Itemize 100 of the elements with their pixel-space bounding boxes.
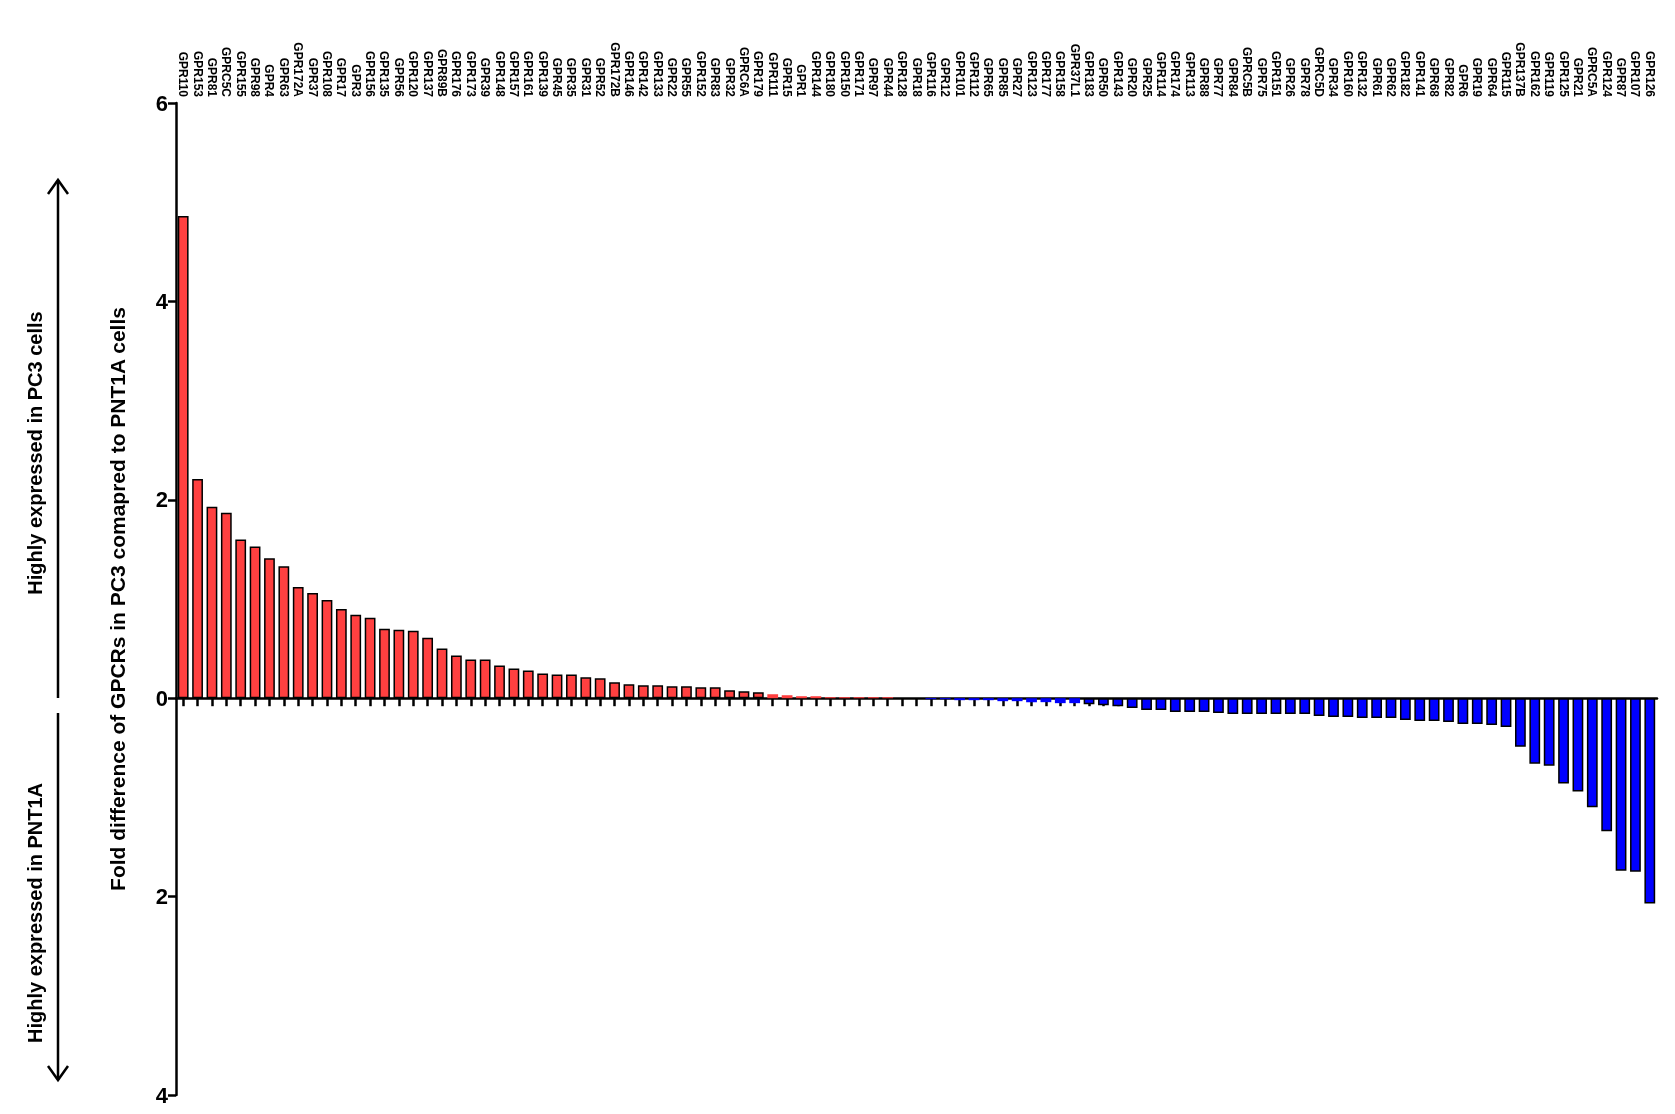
x-tick-label: GPR174: [1168, 50, 1183, 98]
x-tick-label: GPR155: [233, 50, 248, 98]
x-tick-label: GPR133: [650, 50, 665, 98]
bar: [1054, 698, 1066, 704]
x-tick-label: GPR111: [765, 52, 780, 98]
x-tick-label: GPR132: [1355, 50, 1370, 98]
x-tick-label: GPR3: [348, 64, 363, 98]
x-tick-label: GPR62: [1384, 57, 1398, 98]
x-tick-label: GPR6: [1455, 64, 1470, 98]
bar: [767, 694, 779, 699]
x-tick-label: GPR45: [550, 57, 565, 98]
x-tick-label: GPR153: [190, 50, 205, 98]
x-tick-label: GPR15: [780, 57, 795, 98]
x-tick-label: GPR22: [665, 57, 680, 98]
x-tick-label: GPR114: [1153, 51, 1168, 98]
x-tick-label: GPR4: [262, 64, 277, 98]
x-tick-label: GPR108: [319, 50, 334, 98]
x-tick-label: GPR82: [1441, 57, 1456, 98]
x-tick-label: GPR157: [506, 50, 521, 98]
x-tick-label: GPR75: [1254, 57, 1269, 98]
x-tick-label: GPR110: [176, 51, 191, 98]
x-tick-label: GPR137: [420, 50, 435, 98]
x-tick-label: GPR37: [305, 57, 320, 98]
x-tick-label: GPR148: [492, 50, 507, 98]
x-tick-label: GPR135: [377, 50, 392, 98]
x-tick-label: GPR126: [1642, 50, 1657, 98]
x-tick-label: GPR35: [564, 57, 579, 98]
x-tick-label: GPR183: [1082, 50, 1097, 98]
x-tick-label: GPR162: [1527, 50, 1542, 98]
x-tick-label: GPR32: [722, 57, 737, 98]
x-tick-label: GPR139: [535, 50, 550, 98]
x-tick-label: GPR172A: [291, 42, 306, 98]
text: Highly expressed in PC3 cells: [24, 311, 46, 595]
x-tick-label: GPRC5C: [219, 46, 234, 98]
x-tick-label: GPR87: [1614, 57, 1629, 98]
x-tick-label: GPR39: [478, 57, 493, 98]
x-tick-label: GPRC5D: [1312, 46, 1327, 98]
x-tick-label: GPR20: [1125, 57, 1140, 98]
bar: [1040, 698, 1052, 703]
x-tick-label: GPR107: [1628, 50, 1643, 98]
x-tick-label: GPR119: [1542, 51, 1557, 98]
bar: [1069, 698, 1081, 704]
y-tick-label: 0: [155, 685, 168, 711]
y-tick-label: 2: [155, 487, 168, 513]
x-tick-label: GPR78: [1297, 57, 1312, 98]
x-tick-label: GPRC6A: [736, 46, 751, 98]
x-tick-label: GPR52: [593, 57, 608, 98]
x-tick-label: GPR26: [1283, 57, 1298, 98]
x-tick-label: GPR116: [923, 51, 938, 98]
bar: [1011, 698, 1023, 702]
x-tick-label: GPR37L1: [1067, 43, 1082, 98]
x-tick-label: GPR88: [1197, 57, 1212, 98]
x-tick-label: GPR83: [708, 57, 723, 98]
x-tick-label: GPR161: [521, 50, 536, 98]
x-tick-label: GPR141: [1412, 50, 1427, 98]
x-tick-label: GPR172B: [607, 42, 622, 98]
x-tick-label: GPR50: [1096, 57, 1111, 98]
x-tick-label: GPR143: [1110, 50, 1125, 98]
x-tick-label: GPR85: [995, 57, 1010, 98]
x-tick-label: GPR179: [751, 50, 766, 98]
x-tick-label: GPRC5A: [1585, 46, 1600, 98]
x-tick-label: GPR150: [837, 50, 852, 98]
x-tick-label: GPR113: [1182, 51, 1197, 98]
y-tick-label: 6: [155, 90, 168, 116]
x-tick-label: GPR144: [808, 50, 823, 98]
x-tick-label: GPR31: [578, 57, 593, 98]
x-tick-label: GPR171: [851, 50, 866, 98]
x-tick-label: GPR63: [276, 57, 291, 98]
x-tick-label: GPR1: [794, 64, 809, 98]
x-tick-label: GPR151: [1268, 50, 1283, 98]
x-tick-label: GPR177: [1038, 50, 1053, 98]
x-tick-label: GPR77: [1211, 57, 1226, 98]
x-tick-label: GPR124: [1599, 50, 1614, 98]
x-tick-label: GPR27: [1010, 57, 1025, 98]
x-tick-label: GPR89B: [435, 48, 449, 98]
x-tick-label: GPR137B: [1513, 42, 1528, 98]
y-tick-label: 4: [155, 288, 169, 314]
x-tick-label: GPRC5B: [1240, 46, 1255, 98]
y-tick-label: 2: [155, 884, 168, 910]
x-tick-label: GPR115: [1499, 51, 1514, 98]
y-axis-title: Fold difference of GPCRs in PC3 comapred to PNT1A cells: [106, 307, 129, 891]
x-tick-label: GPR125: [1556, 50, 1571, 98]
x-tick-label: GPR64: [1484, 57, 1499, 98]
x-tick-label: GPR176: [449, 50, 464, 98]
x-tick-label: GPR44: [880, 57, 895, 98]
bar: [997, 698, 1009, 702]
x-tick-label: GPR142: [636, 50, 651, 98]
x-tick-label: GPR128: [895, 50, 910, 98]
x-tick-label: GPR21: [1570, 57, 1585, 98]
x-tick-label: GPR182: [1398, 50, 1413, 98]
x-tick-label: GPR146: [621, 50, 636, 98]
x-tick-label: GPR12: [938, 57, 953, 98]
text: Highly expressed in PNT1A: [24, 782, 46, 1044]
x-tick-label: GPR34: [1326, 57, 1341, 98]
x-tick-label: GPR68: [1427, 57, 1442, 98]
x-tick-label: GPR84: [1225, 57, 1240, 98]
bar: [1026, 698, 1037, 703]
x-tick-label: GPR101: [952, 50, 967, 98]
x-tick-label: GPR180: [823, 50, 838, 98]
x-tick-label: GPR18: [909, 57, 924, 98]
